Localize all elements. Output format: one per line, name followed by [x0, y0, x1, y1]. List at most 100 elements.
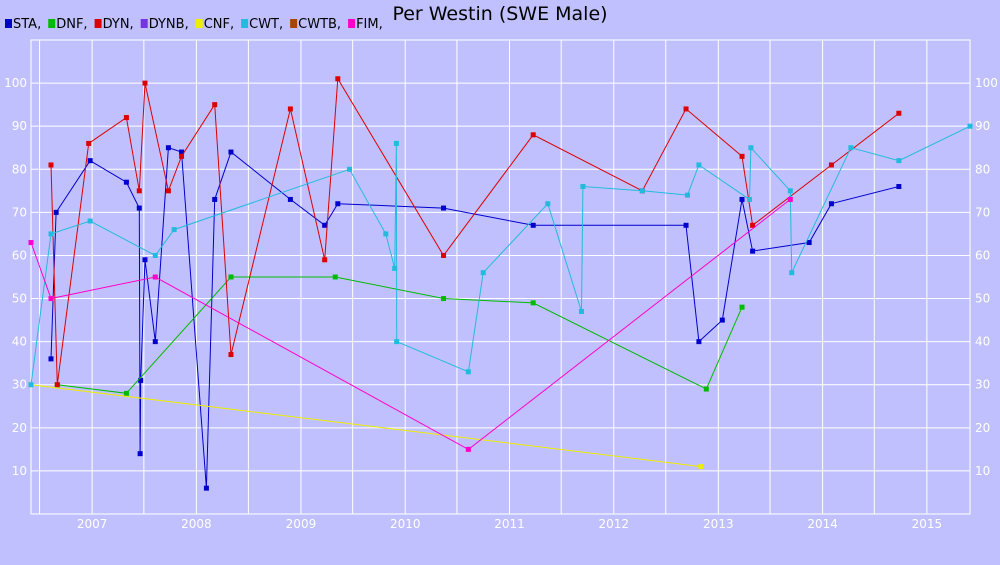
data-point [28, 240, 34, 246]
data-point [746, 196, 752, 202]
data-point [639, 188, 645, 194]
data-point [383, 231, 389, 237]
series-layer [28, 76, 973, 491]
data-point [287, 196, 293, 202]
y-tick-label-left: 80 [12, 162, 27, 176]
data-point [28, 382, 34, 388]
y-tick-label-right: 10 [975, 464, 990, 478]
data-point [142, 80, 148, 86]
data-point [152, 339, 158, 345]
data-point [441, 205, 447, 211]
y-tick-label-right: 20 [975, 421, 990, 435]
y-tick-label-left: 30 [12, 378, 27, 392]
data-point [392, 265, 398, 271]
data-point [228, 274, 234, 280]
chart-title: Per Westin (SWE Male) [392, 3, 607, 25]
x-tick-label: 2013 [703, 517, 734, 531]
data-point [54, 382, 60, 388]
legend-swatch [5, 19, 12, 28]
legend-label: FIM, [356, 17, 383, 32]
data-point [322, 257, 328, 263]
data-point [896, 110, 902, 116]
data-point [441, 252, 447, 258]
data-point [347, 166, 353, 172]
data-point [684, 192, 690, 198]
data-point [123, 179, 129, 185]
data-point [212, 196, 218, 202]
legend-label: DYN, [103, 17, 134, 32]
data-point [138, 377, 144, 383]
y-tick-label-right: 50 [975, 292, 990, 306]
data-point [530, 300, 536, 306]
data-point [896, 158, 902, 164]
y-tick-label-left: 100 [4, 76, 27, 90]
y-tick-label-right: 80 [975, 162, 990, 176]
legend-swatch [195, 19, 203, 28]
data-point [394, 339, 400, 345]
x-tick-label: 2008 [181, 517, 212, 531]
y-tick-label-left: 40 [12, 335, 27, 349]
data-point [48, 296, 54, 302]
data-point [87, 158, 93, 164]
data-point [179, 153, 185, 159]
data-point [703, 386, 709, 392]
data-point [480, 270, 486, 276]
y-tick-label-right: 90 [975, 119, 990, 133]
y-tick-label-left: 90 [12, 119, 27, 133]
data-point [335, 201, 341, 207]
data-point [739, 153, 745, 159]
data-point [322, 222, 328, 228]
data-point [848, 145, 854, 151]
y-tick-label-right: 30 [975, 378, 990, 392]
data-point [789, 270, 795, 276]
legend-swatch [348, 19, 356, 28]
data-point [696, 339, 702, 345]
y-tick-label-right: 100 [975, 76, 998, 90]
data-point [719, 317, 725, 323]
data-point [787, 188, 793, 194]
data-point [530, 222, 536, 228]
data-point [332, 274, 338, 280]
y-tick-label-right: 40 [975, 335, 990, 349]
data-point [828, 201, 834, 207]
data-point [137, 451, 143, 457]
data-point [683, 106, 689, 112]
data-point [123, 390, 129, 396]
series-group [48, 76, 902, 388]
data-point [203, 485, 209, 491]
data-point [152, 252, 158, 258]
legend-label: CNF, [204, 17, 234, 32]
series-group [28, 123, 973, 388]
data-point [828, 162, 834, 168]
legend-swatch [94, 19, 102, 28]
x-tick-label: 2009 [286, 517, 317, 531]
data-point [179, 149, 185, 155]
y-tick-label-left: 60 [12, 248, 27, 262]
data-point [465, 446, 471, 452]
data-point [53, 209, 59, 215]
x-tick-label: 2011 [494, 517, 525, 531]
legend-swatch [241, 19, 249, 28]
plot-frame [30, 39, 971, 515]
data-point [739, 304, 745, 310]
axes: 10 10 20 20 30 30 40 40 50 50 60 60 70 70 80 80 90 90 100 1… [4, 39, 998, 531]
data-point [787, 196, 793, 202]
data-point [86, 140, 92, 146]
data-point [806, 240, 812, 246]
data-point [212, 102, 218, 108]
data-point [87, 218, 93, 224]
data-point [750, 222, 756, 228]
data-point [739, 196, 745, 202]
series-line [30, 384, 701, 468]
legend-swatch [140, 19, 148, 28]
data-point [530, 132, 536, 138]
data-point [545, 201, 551, 207]
data-point [165, 188, 171, 194]
data-point [750, 248, 756, 254]
y-tick-label-left: 10 [12, 464, 27, 478]
legend-label: CWTB, [298, 17, 341, 32]
data-point [228, 149, 234, 155]
data-point [748, 145, 754, 151]
